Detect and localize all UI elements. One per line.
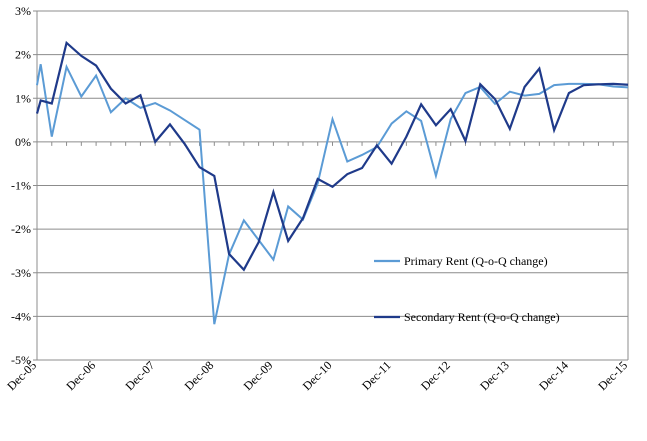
x-tick-label: Dec-07	[122, 358, 157, 393]
series-lines	[35, 40, 629, 325]
legend-entry-primary-label: Primary Rent (Q-o-Q change)	[404, 254, 548, 268]
x-tick-label: Dec-14	[536, 358, 571, 393]
y-tick-label: 0%	[15, 135, 31, 149]
x-tick-label: Dec-10	[300, 358, 335, 393]
secondary-rent-line	[35, 40, 629, 272]
y-tick-label: 3%	[15, 4, 31, 18]
y-tick-label: -2%	[11, 222, 31, 236]
x-tick-label: Dec-08	[182, 358, 217, 393]
x-tick-label: Dec-15	[595, 358, 630, 393]
y-tick-label: -3%	[11, 266, 31, 280]
x-tick-label: Dec-11	[359, 358, 394, 393]
x-tick-label: Dec-06	[63, 358, 98, 393]
y-tick-label: 1%	[15, 91, 31, 105]
legend: Primary Rent (Q-o-Q change) Secondary Ren…	[374, 254, 560, 324]
y-tick-label: 2%	[15, 48, 31, 62]
y-tick-label: -4%	[11, 309, 31, 323]
x-tick-label: Dec-09	[241, 358, 276, 393]
x-tick-label: Dec-12	[418, 358, 453, 393]
x-tick-label: Dec-13	[477, 358, 512, 393]
legend-entry-secondary-label: Secondary Rent (Q-o-Q change)	[404, 310, 560, 324]
y-tick-label: -5%	[11, 353, 31, 367]
y-tick-label: -1%	[11, 179, 31, 193]
axes: 3%2%1%0%-1%-2%-3%-4%-5%Dec-05 Dec-06 Dec-0…	[4, 4, 630, 393]
